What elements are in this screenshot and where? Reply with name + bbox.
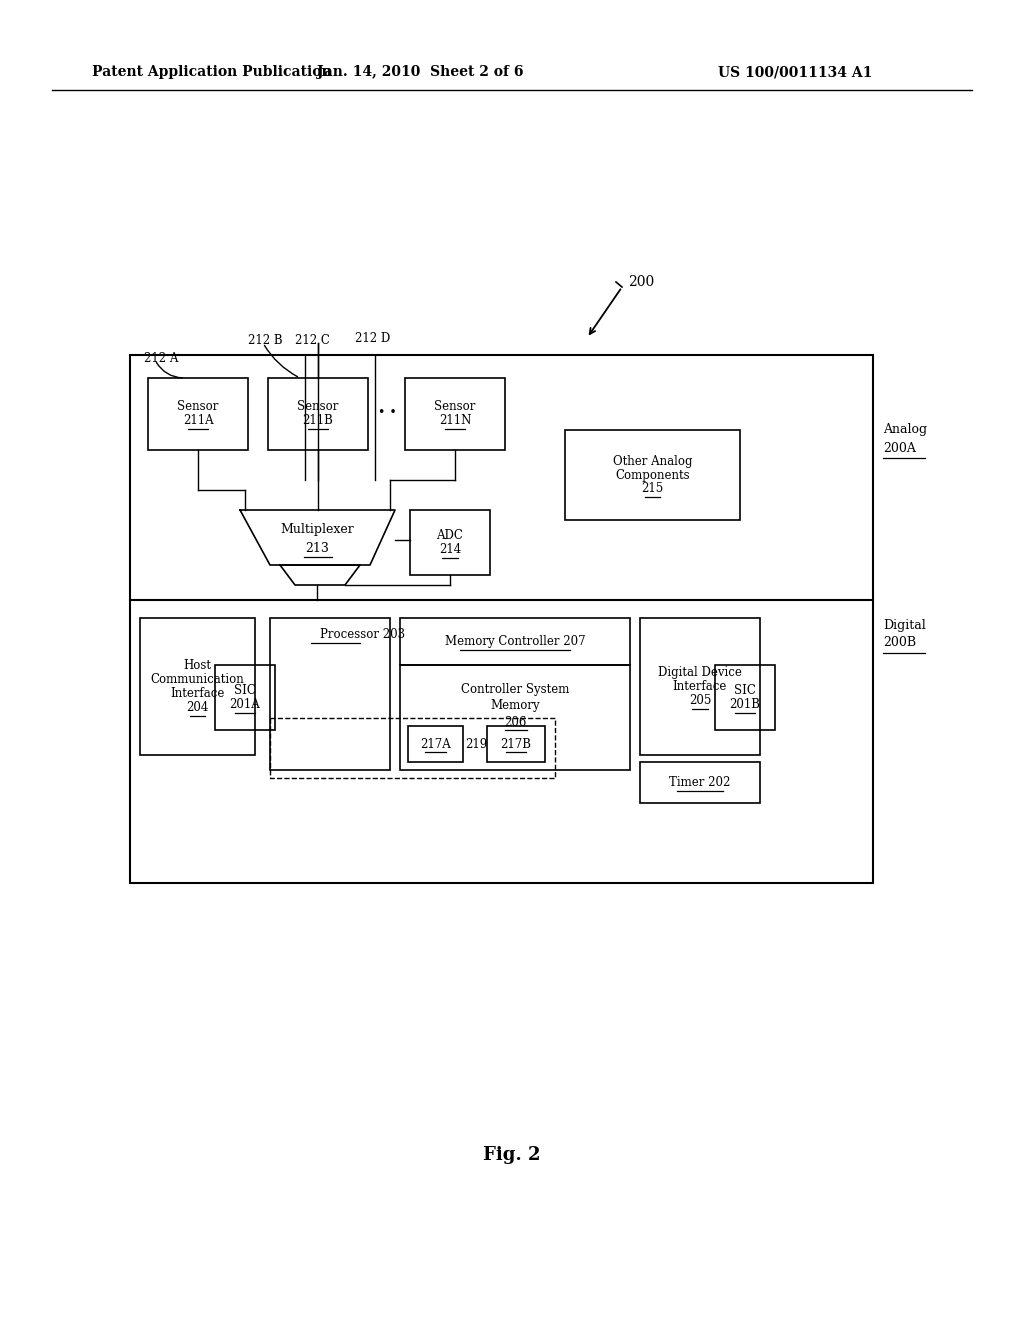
Bar: [268, 378, 368, 450]
Text: US 100/0011134 A1: US 100/0011134 A1: [718, 65, 872, 79]
Text: Communication: Communication: [151, 673, 245, 686]
Text: 201B: 201B: [729, 698, 761, 711]
Text: Memory Controller 207: Memory Controller 207: [444, 635, 586, 648]
Bar: [270, 618, 390, 770]
Text: 212 B: 212 B: [248, 334, 283, 346]
Text: Host: Host: [183, 659, 212, 672]
Text: Memory: Memory: [490, 700, 540, 713]
Text: 201A: 201A: [229, 698, 260, 711]
Bar: [140, 618, 255, 755]
Text: Digital Device: Digital Device: [658, 667, 742, 678]
Text: Analog: Analog: [883, 424, 927, 437]
Text: ADC: ADC: [436, 529, 464, 543]
Bar: [715, 665, 775, 730]
Text: Multiplexer: Multiplexer: [281, 524, 354, 536]
Text: Jan. 14, 2010  Sheet 2 of 6: Jan. 14, 2010 Sheet 2 of 6: [316, 65, 523, 79]
Text: Other Analog: Other Analog: [612, 454, 692, 467]
Text: Interface: Interface: [170, 686, 224, 700]
Text: 217B: 217B: [501, 738, 531, 751]
Bar: [487, 726, 545, 762]
Bar: [565, 430, 740, 520]
Bar: [410, 510, 490, 576]
Text: 212 A: 212 A: [144, 351, 178, 364]
Text: Processor 203: Processor 203: [319, 628, 406, 642]
Bar: [406, 378, 505, 450]
Text: 219: 219: [465, 738, 487, 751]
Bar: [408, 726, 463, 762]
Text: 212 D: 212 D: [355, 331, 390, 345]
Text: • •: • •: [378, 407, 396, 420]
Bar: [400, 618, 630, 665]
Text: Timer 202: Timer 202: [670, 776, 731, 789]
Text: 200A: 200A: [883, 441, 915, 454]
Text: 212 C: 212 C: [295, 334, 330, 346]
Text: Interface: Interface: [673, 680, 727, 693]
Text: 217A: 217A: [420, 738, 451, 751]
Text: Components: Components: [615, 469, 690, 482]
Text: 211N: 211N: [439, 414, 471, 428]
Text: 200B: 200B: [883, 636, 916, 649]
Text: 213: 213: [305, 541, 330, 554]
Bar: [400, 665, 630, 770]
Bar: [130, 355, 873, 883]
Text: SIC: SIC: [734, 684, 756, 697]
Text: 215: 215: [641, 483, 664, 495]
Text: 200: 200: [628, 275, 654, 289]
Text: SIC: SIC: [234, 684, 256, 697]
Text: 214: 214: [439, 543, 461, 556]
Text: 206: 206: [504, 715, 526, 729]
Text: Controller System: Controller System: [461, 684, 569, 697]
Bar: [215, 665, 275, 730]
Text: 205: 205: [689, 694, 712, 708]
Text: 204: 204: [186, 701, 209, 714]
Text: 211A: 211A: [182, 414, 213, 428]
Bar: [640, 762, 760, 803]
Bar: [640, 618, 760, 755]
Text: Patent Application Publication: Patent Application Publication: [92, 65, 332, 79]
Bar: [270, 718, 555, 777]
Text: Sensor: Sensor: [297, 400, 339, 413]
Text: 211B: 211B: [302, 414, 334, 428]
Bar: [148, 378, 248, 450]
Text: Sensor: Sensor: [177, 400, 219, 413]
Text: Sensor: Sensor: [434, 400, 476, 413]
Text: Fig. 2: Fig. 2: [483, 1146, 541, 1164]
Text: Digital: Digital: [883, 619, 926, 631]
